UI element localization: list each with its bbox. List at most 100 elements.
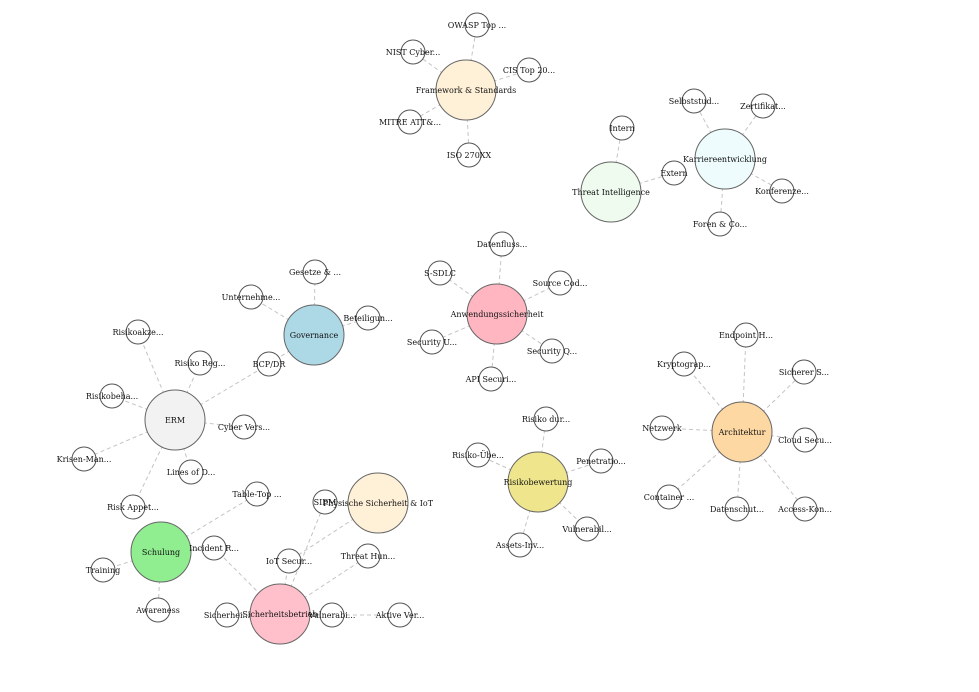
hub-node[interactable]: Karriereentwicklung xyxy=(683,128,767,190)
leaf-node[interactable]: Risiko-Übe... xyxy=(452,442,504,468)
leaf-circle[interactable] xyxy=(507,532,533,558)
leaf-node[interactable]: Container ... xyxy=(644,484,695,510)
leaf-circle[interactable] xyxy=(792,427,818,453)
leaf-node[interactable]: Access-Kon... xyxy=(777,496,832,522)
leaf-node[interactable]: Gesetze & ... xyxy=(289,259,341,285)
leaf-circle[interactable] xyxy=(656,484,682,510)
leaf-node[interactable]: S-SDLC xyxy=(424,260,456,286)
leaf-circle[interactable] xyxy=(90,557,116,583)
hub-circle[interactable] xyxy=(283,304,345,366)
leaf-node[interactable]: Security U... xyxy=(407,329,457,355)
leaf-node[interactable]: Datenschut... xyxy=(710,496,764,522)
leaf-node[interactable]: Extern xyxy=(660,160,688,186)
hub-node[interactable]: ERM xyxy=(144,389,206,451)
leaf-circle[interactable] xyxy=(733,322,759,348)
hub-node[interactable]: Governance xyxy=(283,304,345,366)
leaf-node[interactable]: Sicherhei... xyxy=(204,602,250,628)
leaf-node[interactable]: SIEM xyxy=(312,489,338,515)
leaf-circle[interactable] xyxy=(419,329,445,355)
leaf-circle[interactable] xyxy=(387,602,413,628)
leaf-circle[interactable] xyxy=(661,160,687,186)
hub-circle[interactable] xyxy=(694,128,756,190)
leaf-node[interactable]: OWASP Top ... xyxy=(448,12,506,38)
leaf-circle[interactable] xyxy=(456,142,482,168)
leaf-circle[interactable] xyxy=(125,319,151,345)
leaf-node[interactable]: Risiko Reg... xyxy=(175,350,226,376)
hub-circle[interactable] xyxy=(435,59,497,121)
hub-circle[interactable] xyxy=(347,472,409,534)
leaf-circle[interactable] xyxy=(231,414,257,440)
leaf-node[interactable]: Datenfluss... xyxy=(477,231,528,257)
leaf-node[interactable]: NIST Cyber... xyxy=(386,39,441,65)
leaf-circle[interactable] xyxy=(707,211,733,237)
leaf-circle[interactable] xyxy=(547,270,573,296)
leaf-node[interactable]: Lines of D... xyxy=(167,459,215,485)
leaf-node[interactable]: Security Q... xyxy=(527,338,577,364)
leaf-node[interactable]: MITRE ATT&... xyxy=(379,109,441,135)
leaf-circle[interactable] xyxy=(400,39,426,65)
leaf-circle[interactable] xyxy=(71,446,97,472)
leaf-circle[interactable] xyxy=(120,494,146,520)
leaf-circle[interactable] xyxy=(574,516,600,542)
leaf-circle[interactable] xyxy=(187,350,213,376)
leaf-circle[interactable] xyxy=(792,496,818,522)
leaf-circle[interactable] xyxy=(178,459,204,485)
leaf-circle[interactable] xyxy=(750,93,776,119)
leaf-node[interactable]: Awareness xyxy=(135,597,180,623)
leaf-node[interactable]: Risk Appet... xyxy=(107,494,159,520)
leaf-node[interactable]: Konferenze... xyxy=(755,178,809,204)
leaf-circle[interactable] xyxy=(238,284,264,310)
leaf-circle[interactable] xyxy=(533,406,559,432)
leaf-node[interactable]: CIS Top 20... xyxy=(503,57,555,83)
leaf-node[interactable]: Table-Top ... xyxy=(232,481,282,507)
leaf-circle[interactable] xyxy=(312,489,338,515)
leaf-node[interactable]: Zertifikat... xyxy=(740,93,786,119)
leaf-node[interactable]: Incident R... xyxy=(189,535,239,561)
leaf-circle[interactable] xyxy=(464,12,490,38)
leaf-node[interactable]: Netzwerk xyxy=(642,415,682,441)
leaf-circle[interactable] xyxy=(489,231,515,257)
hub-circle[interactable] xyxy=(130,521,192,583)
leaf-node[interactable]: Foren & Co... xyxy=(693,211,747,237)
leaf-node[interactable]: Cyber Vers... xyxy=(218,414,270,440)
leaf-node[interactable]: Endpoint H... xyxy=(719,322,773,348)
leaf-circle[interactable] xyxy=(588,448,614,474)
leaf-circle[interactable] xyxy=(609,115,635,141)
leaf-node[interactable]: Assets-Inv... xyxy=(495,532,544,558)
hub-node[interactable]: Architektur xyxy=(711,401,773,463)
leaf-node[interactable]: Sicherer S... xyxy=(779,359,829,385)
hub-node[interactable]: Framework & Standards xyxy=(416,59,517,121)
leaf-node[interactable]: Kryptograp... xyxy=(657,351,711,377)
leaf-circle[interactable] xyxy=(427,260,453,286)
leaf-node[interactable]: Intern xyxy=(609,115,635,141)
leaf-circle[interactable] xyxy=(99,383,125,409)
leaf-circle[interactable] xyxy=(724,496,750,522)
leaf-node[interactable]: Training xyxy=(86,557,120,583)
leaf-node[interactable]: Vulnerabi... xyxy=(308,602,356,628)
hub-circle[interactable] xyxy=(711,401,773,463)
leaf-node[interactable]: Aktive Ver... xyxy=(375,602,425,628)
leaf-node[interactable]: Unternehme... xyxy=(222,284,281,310)
leaf-circle[interactable] xyxy=(201,535,227,561)
leaf-circle[interactable] xyxy=(276,548,302,574)
leaf-node[interactable]: Risikobeha... xyxy=(86,383,138,409)
leaf-circle[interactable] xyxy=(791,359,817,385)
leaf-circle[interactable] xyxy=(214,602,240,628)
hub-node[interactable]: Anwendungssicherheit xyxy=(450,283,545,345)
hub-circle[interactable] xyxy=(580,161,642,223)
leaf-circle[interactable] xyxy=(649,415,675,441)
leaf-circle[interactable] xyxy=(256,351,282,377)
hub-node[interactable]: Physische Sicherheit & IoT xyxy=(323,472,434,534)
leaf-node[interactable]: Source Cod... xyxy=(533,270,588,296)
leaf-node[interactable]: BCP/DR xyxy=(253,351,287,377)
leaf-circle[interactable] xyxy=(355,305,381,331)
hub-node[interactable]: Sicherheitsbetrieb xyxy=(242,583,318,645)
leaf-node[interactable]: Penetratio... xyxy=(576,448,626,474)
leaf-circle[interactable] xyxy=(397,109,423,135)
hub-node[interactable]: Schulung xyxy=(130,521,192,583)
leaf-node[interactable]: Risiko dur... xyxy=(522,406,570,432)
hub-circle[interactable] xyxy=(144,389,206,451)
hub-circle[interactable] xyxy=(507,451,569,513)
leaf-circle[interactable] xyxy=(145,597,171,623)
leaf-node[interactable]: API Securi... xyxy=(465,366,517,392)
